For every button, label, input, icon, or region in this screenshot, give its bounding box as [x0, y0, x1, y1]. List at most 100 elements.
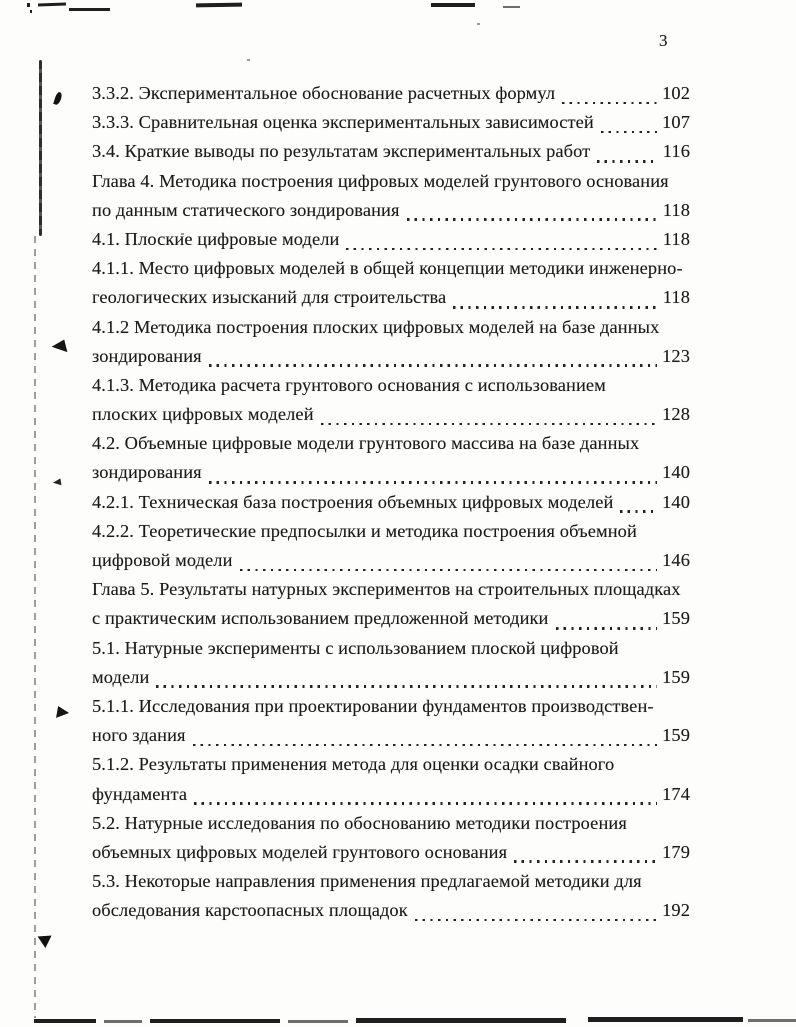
- toc-entry-text: 3.4. Краткие выводы по результатам экспе…: [92, 141, 591, 162]
- toc-line: цифровой модели 146: [92, 550, 690, 579]
- toc-entry-text: 5.1. Натурные эксперименты с использован…: [92, 637, 619, 658]
- toc-entry-text: фундамента: [92, 783, 188, 804]
- toc-page-number: 128: [662, 404, 690, 425]
- scan-speck: [247, 59, 250, 61]
- toc-line: 4.1.3. Методика расчета грунтового основ…: [92, 375, 690, 404]
- scan-edge-bottom: [748, 1019, 796, 1022]
- toc-line: обследования карстоопасных площадок 192: [92, 900, 690, 929]
- toc-line: зондирования 123: [92, 346, 690, 375]
- toc-page-number: 159: [662, 608, 690, 629]
- toc-line: Глава 4. Методика построения цифровых мо…: [92, 171, 690, 200]
- toc-entry-text: 4.2.1. Техническая база построения объем…: [92, 491, 614, 512]
- toc-entry-text: обследования карстоопасных площадок: [92, 900, 408, 921]
- toc-entry-text: 4.2.2. Теоретические предпосылки и метод…: [92, 520, 637, 541]
- toc-line: 4.2.2. Теоретические предпосылки и метод…: [92, 521, 690, 550]
- dot-leader: [346, 247, 658, 251]
- toc-entry-text: по данным статического зондирования: [92, 199, 400, 220]
- toc-entry-text: модели: [92, 666, 150, 687]
- dot-leader: [555, 626, 658, 630]
- toc-entry-text: Глава 5. Результаты натурных эксперимент…: [92, 579, 681, 600]
- scan-edge-dash: [37, 2, 67, 7]
- toc-page-number: 102: [662, 83, 690, 103]
- toc-line: 3.3.3. Сравнительная оценка эксперимента…: [92, 112, 690, 141]
- dot-leader: [156, 685, 658, 688]
- toc-line: 3.3.2. Экспериментальное обоснование рас…: [92, 83, 690, 112]
- toc-page-number: 174: [662, 783, 690, 804]
- toc-line: плоских цифровых моделей 128: [92, 404, 690, 433]
- dot-leader: [194, 802, 658, 805]
- scan-edge-bottom: [588, 1017, 743, 1022]
- toc-page-number: 140: [662, 491, 690, 512]
- toc-line: 4.1.1. Место цифровых моделей в общей ко…: [92, 258, 690, 287]
- toc-entry-text: 3.3.3. Сравнительная оценка эксперимента…: [92, 112, 594, 133]
- toc-page-number: 192: [662, 900, 690, 921]
- toc-entry-text: с практическим использованием предложенн…: [92, 608, 549, 629]
- toc-entry-text: 5.1.1. Исследования при проектировании ф…: [92, 695, 654, 716]
- toc-page-number: 146: [662, 550, 690, 570]
- toc-line: 5.1.2. Результаты применения метода для …: [92, 754, 690, 783]
- toc-line: 4.2. Объемные цифровые модели грунтового…: [92, 433, 690, 462]
- toc-page-number: 179: [662, 841, 690, 862]
- toc-line: 4.1.2 Методика построения плоских цифров…: [92, 317, 690, 346]
- dot-leader: [600, 130, 658, 134]
- scan-edge-dash: [503, 6, 520, 8]
- dot-leader: [562, 101, 658, 105]
- dot-leader: [414, 918, 658, 922]
- scan-edge-bottom: [34, 1019, 96, 1023]
- toc-entry-text: зондирования: [92, 345, 202, 366]
- toc-entry-text: объемных цифровых моделей грунтового осн…: [92, 841, 508, 862]
- dot-leader: [320, 422, 658, 426]
- toc-page-number: 116: [662, 141, 690, 162]
- dot-leader: [239, 568, 658, 572]
- toc-page-number: 140: [662, 462, 690, 483]
- margin-pen-mark: [53, 91, 63, 106]
- toc-line: зондирования 140: [92, 462, 690, 491]
- toc-entry-text: геологических изысканий для строительств…: [92, 287, 447, 308]
- toc-line: модели 159: [92, 667, 690, 696]
- toc-line: ного здания 159: [92, 725, 690, 754]
- toc-line: 5.1.1. Исследования при проектировании ф…: [92, 696, 690, 725]
- toc-line: с практическим использованием предложенн…: [92, 608, 690, 637]
- margin-pen-mark-right-triangle: [56, 706, 70, 720]
- toc-line: по данным статического зондирования 118: [92, 200, 690, 229]
- page-number: 3: [659, 31, 668, 50]
- scan-speck: [27, 3, 30, 7]
- toc-line: 5.3. Некоторые направления применения пр…: [92, 871, 690, 900]
- toc-entry-text: зондирования: [92, 462, 202, 483]
- dot-leader: [597, 159, 658, 163]
- scan-edge-bottom: [150, 1019, 280, 1023]
- toc-line: 3.4. Краткие выводы по результатам экспе…: [92, 141, 690, 170]
- toc-entry-text: 5.2. Натурные исследования по обосновани…: [92, 812, 627, 833]
- dot-leader: [406, 218, 658, 221]
- scan-edge-bottom: [288, 1020, 348, 1023]
- scan-edge-dash: [195, 2, 243, 8]
- toc-entry-text: 4.1.2 Методика построения плоских цифров…: [92, 316, 660, 337]
- toc-entry-text: 4.1.1. Место цифровых моделей в общей ко…: [92, 258, 683, 279]
- scan-speck: [477, 23, 480, 25]
- dot-leader: [192, 743, 658, 747]
- toc-page-number: 118: [662, 199, 690, 220]
- toc-line: 4.2.1. Техническая база построения объем…: [92, 492, 690, 521]
- scan-speck: [30, 10, 32, 13]
- dot-leader: [453, 305, 658, 309]
- toc-page-number: 159: [662, 666, 690, 687]
- toc-line: 4.1. Плоские цифровые модели 118: [92, 229, 690, 258]
- table-of-contents: 3.3.2. Экспериментальное обоснование рас…: [92, 83, 690, 929]
- toc-entry-text: 4.2. Объемные цифровые модели грунтового…: [92, 433, 640, 454]
- toc-line: геологических изысканий для строительств…: [92, 287, 690, 316]
- scan-edge-dash: [431, 3, 475, 7]
- margin-pen-mark: [52, 478, 62, 487]
- toc-line: Глава 5. Результаты натурных эксперимент…: [92, 579, 690, 608]
- toc-line: фундамента 174: [92, 784, 690, 813]
- toc-page-number: 107: [662, 112, 690, 133]
- toc-page-number: 159: [662, 725, 690, 746]
- scan-edge-dash: [69, 8, 110, 11]
- toc-line: объемных цифровых моделей грунтового осн…: [92, 842, 690, 871]
- toc-entry-text: цифровой модели: [92, 550, 233, 570]
- toc-page-number: 118: [662, 228, 690, 249]
- toc-line: 5.1. Натурные эксперименты с использован…: [92, 638, 690, 667]
- toc-entry-text: 5.1.2. Результаты применения метода для …: [92, 754, 615, 775]
- toc-page-number: 123: [662, 345, 690, 366]
- toc-entry-text: 4.1.3. Методика расчета грунтового основ…: [92, 374, 606, 395]
